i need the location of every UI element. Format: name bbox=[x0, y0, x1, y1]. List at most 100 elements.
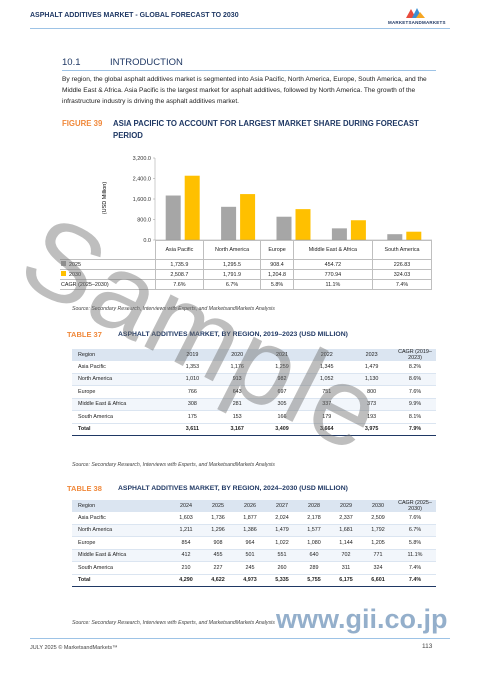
watermark-site: www.gii.co.jp bbox=[276, 604, 448, 634]
cell: 373 bbox=[349, 398, 394, 411]
y-tick-label: 2,400.0 bbox=[133, 177, 151, 183]
cell: 281 bbox=[214, 398, 260, 411]
category-label: North America bbox=[202, 240, 262, 260]
cell: 3,975 bbox=[349, 422, 394, 436]
bar bbox=[184, 175, 200, 240]
cell: 1,080 bbox=[298, 536, 330, 550]
cell: 8.1% bbox=[394, 410, 436, 424]
total-row: Total 4,290 4,622 4,973 5,335 5,755 6,175 6,601… bbox=[72, 573, 436, 587]
value-label: 324.03 bbox=[372, 269, 432, 280]
table-row: Asia Pacific 1,603 1,736 1,877 2,024 2,178 2,3… bbox=[72, 512, 436, 525]
chart-table-row: CAGR (2025–2030) 7.6% 6.7% 5.8% 11.1% 7.4% bbox=[60, 279, 432, 290]
cagr-value: 7.6% bbox=[155, 279, 204, 290]
cell: 1,296 bbox=[202, 524, 234, 537]
cell: Europe bbox=[72, 536, 170, 550]
table-row: Middle East & Africa 308 281 305 337 373 9.9% bbox=[72, 398, 436, 411]
cell: 3,409 bbox=[259, 422, 305, 436]
bar bbox=[165, 195, 181, 240]
cell: 640 bbox=[298, 549, 330, 562]
cell: 7.6% bbox=[394, 385, 436, 399]
column-header: 2019 bbox=[170, 349, 215, 361]
table-title: ASPHALT ADDITIVES MARKET, BY REGION, 202… bbox=[118, 485, 348, 492]
category-label: Europe bbox=[260, 240, 294, 260]
section-number: 10.1 bbox=[62, 57, 81, 68]
column-header: 2021 bbox=[259, 349, 305, 361]
cell: 412 bbox=[170, 549, 202, 562]
header-title: ASPHALT ADDITIVES MARKET - GLOBAL FORECA… bbox=[30, 12, 239, 19]
cell: 1,877 bbox=[234, 512, 266, 525]
cell: 766 bbox=[170, 385, 215, 399]
column-header: CAGR (2019–2023) bbox=[394, 349, 436, 361]
table-row: North America 1,211 1,296 1,386 1,479 1,577 1,… bbox=[72, 524, 436, 537]
header-row: Region 2019 2020 2021 2022 2023 CAGR (2019–202… bbox=[72, 349, 436, 361]
bar bbox=[387, 234, 403, 240]
legend-swatch bbox=[61, 271, 66, 276]
cell: 1,176 bbox=[214, 361, 260, 374]
cell: Asia Pacific bbox=[72, 361, 170, 374]
cell: 289 bbox=[298, 561, 330, 575]
table-source: Source: Secondary Research, Interviews w… bbox=[72, 462, 275, 468]
cell: 751 bbox=[304, 385, 350, 399]
figure-title: ASIA PACIFIC TO ACCOUNT FOR LARGEST MARK… bbox=[113, 119, 419, 140]
value-label: 908.4 bbox=[260, 259, 294, 270]
cell: 908 bbox=[202, 536, 234, 550]
cell: 643 bbox=[214, 385, 260, 399]
cell: 551 bbox=[266, 549, 298, 562]
cell: North America bbox=[72, 373, 170, 386]
cell: 7.6% bbox=[394, 512, 436, 525]
cell: 5,755 bbox=[298, 573, 330, 587]
cell: 7.9% bbox=[394, 422, 436, 436]
cell: 5,335 bbox=[266, 573, 298, 587]
table-row: Middle East & Africa 412 455 501 551 640 702 77… bbox=[72, 549, 436, 562]
cell: 1,479 bbox=[349, 361, 394, 374]
cell: 311 bbox=[330, 561, 362, 575]
cell: 2,024 bbox=[266, 512, 298, 525]
legend-label: 2025 bbox=[69, 262, 81, 268]
bar bbox=[221, 206, 237, 240]
cell: 2,178 bbox=[298, 512, 330, 525]
cell: 1,353 bbox=[170, 361, 215, 374]
cell: 982 bbox=[259, 373, 305, 386]
logo-icon bbox=[406, 8, 425, 18]
table-row: Asia Pacific 1,353 1,176 1,259 1,345 1,479 8.2… bbox=[72, 361, 436, 374]
table-source: Source: Secondary Research, Interviews w… bbox=[72, 620, 275, 626]
value-label: 770.94 bbox=[292, 269, 374, 280]
column-header: 2025 bbox=[202, 500, 234, 512]
cell: 6,601 bbox=[362, 573, 394, 587]
cell: 3,167 bbox=[214, 422, 260, 436]
column-header: Region bbox=[72, 349, 170, 361]
cell: 8.2% bbox=[394, 361, 436, 374]
legend-swatch bbox=[61, 261, 66, 266]
cell: 1,479 bbox=[266, 524, 298, 537]
cell: 1,345 bbox=[304, 361, 350, 374]
table-row: North America 1,010 913 982 1,052 1,130 8.6% bbox=[72, 373, 436, 386]
footer-rule bbox=[30, 638, 450, 639]
bar bbox=[276, 216, 292, 240]
logo-text: MARKETSANDMARKETS bbox=[388, 20, 446, 25]
cell: 1,792 bbox=[362, 524, 394, 537]
cell: 245 bbox=[234, 561, 266, 575]
cell: 4,622 bbox=[202, 573, 234, 587]
column-header: 2028 bbox=[298, 500, 330, 512]
y-tick-label: 3,200.0 bbox=[133, 156, 151, 162]
cell: 11.1% bbox=[394, 549, 436, 562]
cell: 9.9% bbox=[394, 398, 436, 411]
cagr-value: 5.8% bbox=[260, 279, 294, 290]
cell: 210 bbox=[170, 561, 202, 575]
cell: 6.7% bbox=[394, 524, 436, 537]
y-axis-label: (USD Million) bbox=[102, 182, 108, 215]
cell: 1,259 bbox=[259, 361, 305, 374]
legend-label: 2030 bbox=[69, 272, 81, 278]
cell: 260 bbox=[266, 561, 298, 575]
cell: Middle East & Africa bbox=[72, 549, 170, 562]
cell: 4,973 bbox=[234, 573, 266, 587]
section-title: INTRODUCTION bbox=[110, 57, 183, 68]
cell: 7.4% bbox=[394, 573, 436, 587]
page-number: 113 bbox=[422, 643, 433, 650]
category-label: Asia Pacific bbox=[155, 240, 204, 260]
cell: South America bbox=[72, 410, 170, 424]
cell: Asia Pacific bbox=[72, 512, 170, 525]
cell: South America bbox=[72, 561, 170, 575]
cell: 337 bbox=[304, 398, 350, 411]
cell: 854 bbox=[170, 536, 202, 550]
